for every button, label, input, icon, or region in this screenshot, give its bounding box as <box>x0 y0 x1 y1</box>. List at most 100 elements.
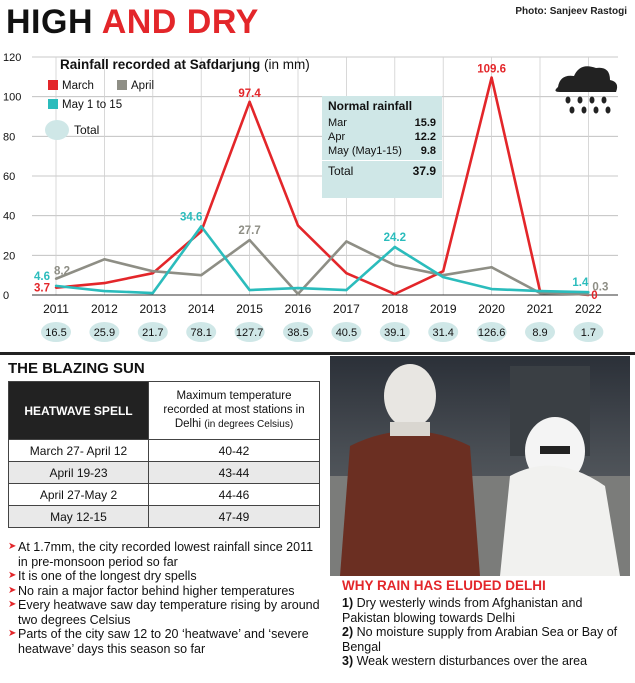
list-item: 3) Weak western disturbances over the ar… <box>342 654 632 669</box>
total-value: 25.9 <box>94 327 115 339</box>
table-row: May 12-15 47-49 <box>8 505 320 528</box>
rain-cloud-icon <box>555 66 618 92</box>
why-rain-title: WHY RAIN HAS ELUDED DELHI <box>342 578 546 593</box>
heatwave-spell: May 12-15 <box>8 505 149 528</box>
x-tick-label: 2022 <box>575 302 602 316</box>
data-point <box>345 240 348 243</box>
x-tick-label: 2017 <box>333 302 360 316</box>
legend-label: March <box>62 80 94 92</box>
heatwave-temp: 47-49 <box>148 505 320 528</box>
table-row: April 27-May 2 44-46 <box>8 483 320 506</box>
headline-part1: HIGH <box>6 3 102 41</box>
rainfall-chart: 0 20 40 60 80 100 120 Rainfall recorded at Safd… <box>3 52 618 342</box>
data-point <box>490 287 493 291</box>
data-label: 109.6 <box>477 64 506 76</box>
total-value: 31.4 <box>432 327 453 339</box>
series-line <box>55 238 589 296</box>
y-tick-label: 80 <box>3 131 15 143</box>
total-value: 39.1 <box>384 327 405 339</box>
why-text: No moisture supply from Arabian Sea or B… <box>342 625 618 654</box>
data-point <box>442 275 445 279</box>
photo-credit: Photo: Sanjeev Rastogi <box>515 6 627 17</box>
list-item: No rain a major factor behind higher tem… <box>8 584 320 599</box>
total-value: 127.7 <box>236 327 264 339</box>
data-point <box>248 100 251 104</box>
data-label: 0.3 <box>592 281 608 293</box>
x-tick-label: 2018 <box>381 302 408 316</box>
x-tick-label: 2019 <box>430 302 457 316</box>
total-bubble <box>525 322 555 342</box>
data-point <box>393 264 396 267</box>
why-text: Weak western disturbances over the area <box>356 654 588 668</box>
data-point <box>151 271 154 275</box>
heatwave-temp: 40-42 <box>148 439 320 462</box>
total-value: 21.7 <box>142 327 163 339</box>
chart-title: Rainfall recorded at Safdarjung (in mm) <box>60 57 310 72</box>
heatwave-spell: April 27-May 2 <box>8 483 149 506</box>
data-label: 8.2 <box>54 266 70 278</box>
data-point <box>151 291 154 295</box>
photo-illustration <box>330 364 630 576</box>
legend-swatch <box>117 80 127 90</box>
rain-drop-icon <box>569 106 575 114</box>
heatwave-header-row: HEATWAVE SPELL Maximum temperature recor… <box>8 381 320 440</box>
blazing-sun-title: THE BLAZING SUN <box>8 360 145 377</box>
heatwave-temp: 43-44 <box>148 461 320 484</box>
data-point <box>248 238 251 242</box>
why-num: 1) <box>342 596 354 610</box>
data-point <box>490 266 493 269</box>
data-point <box>490 76 493 79</box>
total-bubble <box>234 322 265 342</box>
data-point <box>587 291 590 294</box>
normal-row-value: 12.2 <box>414 131 436 143</box>
rain-drop-icon <box>601 96 607 104</box>
total-value: 1.7 <box>581 327 596 339</box>
data-point <box>103 258 106 261</box>
y-tick-label: 20 <box>3 250 15 262</box>
x-tick-label: 2016 <box>285 302 312 316</box>
data-point <box>151 270 154 273</box>
total-bubble <box>573 322 604 342</box>
heatwave-table: HEATWAVE SPELL Maximum temperature recor… <box>8 381 320 528</box>
x-tick-label: 2013 <box>139 302 166 316</box>
data-point <box>248 288 251 292</box>
data-point <box>296 286 300 290</box>
why-num: 3) <box>342 654 354 668</box>
list-item: Every heatwave saw day temperature risin… <box>8 598 320 627</box>
table-row: March 27- April 12 40-42 <box>8 439 320 462</box>
rain-drop-icon <box>581 106 587 114</box>
normal-rainfall-title: Normal rainfall <box>328 99 413 113</box>
heatwave-spell: March 27- April 12 <box>8 439 149 462</box>
y-tick-label: 120 <box>3 52 21 64</box>
data-label: 0 <box>591 290 597 302</box>
heatwave-col-temp-unit: (in degrees Celsius) <box>204 419 294 430</box>
chart-title-unit: (in mm) <box>260 57 310 72</box>
total-bubble <box>428 322 459 342</box>
x-tick-label: 2012 <box>91 302 118 316</box>
x-tick-label: 2021 <box>527 302 554 316</box>
rain-drop-icon <box>577 96 583 104</box>
data-point <box>54 284 58 288</box>
why-num: 2) <box>342 625 354 639</box>
rain-drop-icon <box>605 106 611 114</box>
normal-rainfall-box: Normal rainfall Mar 15.9 Apr 12.2 May (May… <box>322 96 442 198</box>
data-point <box>296 292 300 296</box>
y-tick-label: 100 <box>3 92 21 104</box>
total-value: 8.9 <box>532 327 547 339</box>
legend-label: April <box>131 80 154 92</box>
rain-drop-icon <box>589 96 595 104</box>
series-line <box>55 225 589 295</box>
data-point <box>393 245 396 249</box>
normal-row-label: Apr <box>328 131 346 143</box>
facts-list: At 1.7mm, the city recorded lowest rainf… <box>8 540 320 656</box>
chart-title-main: Rainfall recorded at Safdarjung <box>60 57 260 72</box>
normal-row-label: Mar <box>328 117 347 129</box>
total-value: 126.6 <box>478 327 506 339</box>
data-point <box>54 277 58 280</box>
normal-total-row: Total 37.9 <box>322 160 442 179</box>
data-point <box>200 225 203 228</box>
x-tick-label: 2011 <box>43 302 69 316</box>
data-point <box>103 281 106 285</box>
total-bubble <box>379 322 410 342</box>
data-point <box>345 288 348 292</box>
